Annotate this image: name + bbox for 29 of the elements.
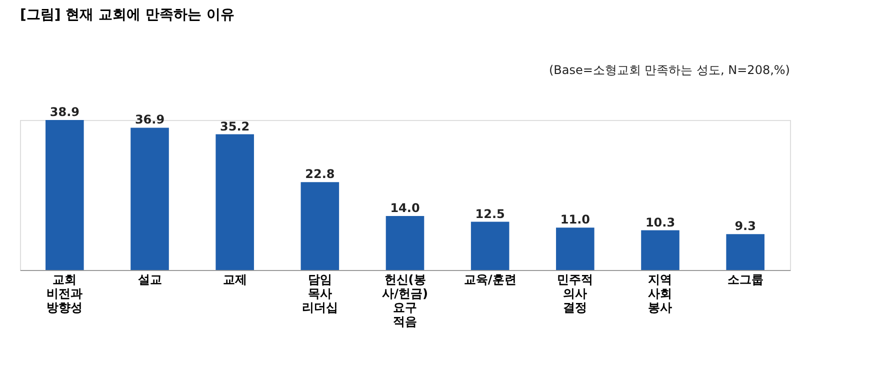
- bar: [641, 230, 680, 270]
- x-tick-label: 소그룹: [727, 272, 764, 286]
- x-tick-label: 설교: [136, 272, 162, 286]
- bar: [386, 216, 424, 270]
- data-label: 38.9: [50, 105, 80, 119]
- data-label: 10.3: [645, 215, 676, 230]
- bar: [216, 134, 254, 270]
- bar: [300, 182, 340, 270]
- data-label: 12.5: [475, 206, 505, 221]
- bar: [470, 222, 510, 270]
- x-tick-label: 민주적 의사 결정: [557, 272, 594, 314]
- x-tick-label: 교육/훈련: [464, 272, 516, 286]
- data-label: 9.3: [734, 219, 756, 234]
- data-label: 35.2: [220, 119, 250, 134]
- data-label: 36.9: [134, 112, 165, 127]
- bar: [726, 234, 764, 270]
- bar: [556, 228, 594, 270]
- x-tick-label: 교회 비전과 방향성: [46, 272, 83, 314]
- x-tick-label: 담임 목사 리더십: [302, 272, 338, 314]
- x-tick-label: 지역 사회 봉사: [648, 272, 672, 314]
- data-label: 11.0: [560, 212, 590, 227]
- text: (Base=소형교회 만족하는 성도, N=208,%): [548, 63, 790, 77]
- x-tick-label: 헌신(봉사/헌금) 요구 적음: [382, 272, 428, 328]
- bar: [130, 128, 169, 270]
- data-label: 22.8: [305, 167, 335, 182]
- bar: [46, 120, 84, 270]
- chart-title: [그림] 현재 교회에 만족하는 이유: [20, 7, 234, 23]
- data-label: 14.0: [390, 201, 420, 216]
- x-tick-label: 교제: [222, 272, 247, 286]
